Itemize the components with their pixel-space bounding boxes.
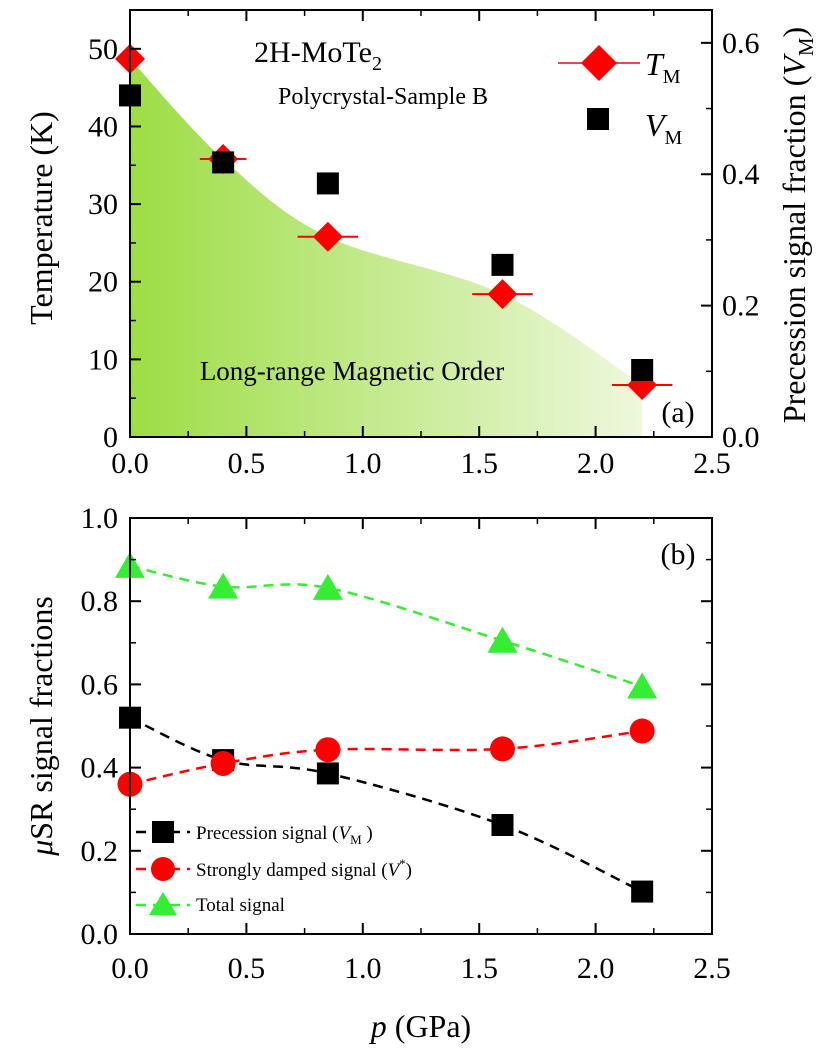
a-y-tick-label: 0 [103, 421, 118, 454]
b-x-tick-label: 2.5 [693, 952, 731, 985]
b-square-line [129, 716, 643, 893]
b-y-tick-label: 0.2 [81, 835, 119, 868]
b-x-tick-label: 1.0 [344, 952, 382, 985]
legend-b: Precession signal (VM ) Strongly damped … [136, 821, 412, 916]
a-y-tick-label: 30 [88, 188, 118, 221]
legend-b-precession-label: Precession signal (VM ) [196, 823, 373, 847]
a-y2-tick-label: 0.0 [722, 421, 760, 454]
b-y-tick-label: 0.4 [81, 752, 119, 785]
b-y-tick-label: 0.6 [81, 668, 119, 701]
b-y-ticks: 0.0 0.2 0.4 0.6 0.8 1.0 [81, 502, 712, 951]
b-square-point [491, 814, 514, 837]
b-circle-point [629, 718, 655, 744]
b-y-tick-label: 0.0 [81, 918, 119, 951]
b-square-point [316, 762, 339, 785]
a-x-ticks: 0.0 0.5 1.0 1.5 2.0 2.5 [111, 10, 731, 480]
x-axis-label-b: p (GPa) [369, 1008, 471, 1044]
a-x-tick-label: 1.5 [460, 447, 498, 480]
a-y-tick-label: 40 [88, 110, 118, 143]
a-y2-tick-label: 0.4 [722, 158, 760, 191]
a-y-tick-label: 50 [88, 33, 118, 66]
legend-b-total: Total signal [136, 892, 285, 916]
legend-a-tm-diamond [581, 45, 617, 81]
a-square-point [316, 172, 339, 195]
b-y-tick-label: 1.0 [81, 502, 119, 535]
b-circle-line [129, 729, 643, 786]
b-square-point [631, 880, 654, 903]
legend-a-tm: TM [558, 45, 681, 88]
y-axis-label-b: μSR signal fractions [23, 596, 59, 857]
magnetic-order-region [130, 58, 643, 437]
b-triangle-line [129, 564, 643, 688]
legend-a-vm: VM [587, 107, 683, 149]
region-label: Long-range Magnetic Order [200, 356, 504, 386]
legend-b-damped: Strongly damped signal (V*) [136, 856, 412, 881]
a-y2-ticks: 0.0 0.2 0.4 0.6 [701, 27, 760, 454]
title-a: 2H-MoTe2 [254, 36, 382, 75]
legend-b-damped-label: Strongly damped signal (V*) [196, 856, 412, 881]
b-x-tick-label: 0.5 [228, 952, 266, 985]
panel-b-chart: 0.0 0.5 1.0 1.5 2.0 2.5 0.0 0.2 0.4 0.6 0.8 1.0 (b… [23, 502, 731, 1044]
a-diamond-point [312, 221, 343, 252]
a-y-ticks: 0 10 20 30 40 50 [88, 9, 141, 454]
b-markers [115, 551, 658, 903]
legend-a: TM VM [558, 45, 683, 149]
b-triangle-point [487, 626, 518, 653]
a-y2-tick-label: 0.2 [722, 290, 760, 323]
b-circle-point [489, 736, 515, 762]
b-circle-point [315, 737, 341, 763]
a-diamond-point [487, 279, 518, 310]
panel-a-chart: 0.0 0.5 1.0 1.5 2.0 2.5 0 10 20 30 40 50 0.0 0.2 0.4… [23, 9, 818, 480]
panel-label-a: (a) [661, 396, 694, 429]
a-x-tick-label: 1.0 [344, 447, 382, 480]
b-y-tick-label: 0.8 [81, 585, 119, 618]
subtitle-a: Polycrystal-Sample B [278, 84, 488, 110]
b-circle-point [210, 750, 236, 776]
a-square-point [212, 151, 235, 174]
legend-b-total-label: Total signal [196, 895, 285, 916]
legend-b-precession: Precession signal (VM ) [136, 821, 373, 847]
b-triangle-point [627, 672, 658, 699]
b-fit-lines [129, 564, 643, 893]
a-x-tick-label: 0.5 [228, 447, 266, 480]
b-x-tick-label: 1.5 [460, 952, 498, 985]
a-x-tick-label: 2.0 [577, 447, 615, 480]
legend-b-total-triangle [149, 892, 177, 915]
a-square-point [631, 358, 654, 381]
b-x-tick-label: 2.0 [577, 952, 615, 985]
legend-a-vm-square [587, 108, 609, 130]
a-y-tick-label: 10 [88, 343, 118, 376]
y-axis-label-a: Temperature (K) [23, 111, 59, 325]
legend-b-damped-circle [151, 857, 175, 881]
b-x-ticks: 0.0 0.5 1.0 1.5 2.0 2.5 [111, 518, 731, 985]
b-triangle-point [208, 572, 239, 599]
a-x-tick-label: 2.5 [693, 447, 731, 480]
legend-a-tm-label: TM [645, 46, 681, 88]
b-x-tick-label: 0.0 [111, 952, 149, 985]
a-y-tick-label: 20 [88, 266, 118, 299]
a-square-point [491, 253, 514, 276]
b-triangle-point [312, 573, 343, 600]
y2-axis-label-a: Precession signal fraction (VM) [776, 27, 818, 423]
panel-label-b: (b) [661, 538, 696, 571]
legend-a-vm-label: VM [645, 107, 683, 149]
a-y2-tick-label: 0.6 [722, 27, 760, 60]
a-x-tick-label: 0.0 [111, 447, 149, 480]
legend-b-precession-square [152, 821, 174, 843]
